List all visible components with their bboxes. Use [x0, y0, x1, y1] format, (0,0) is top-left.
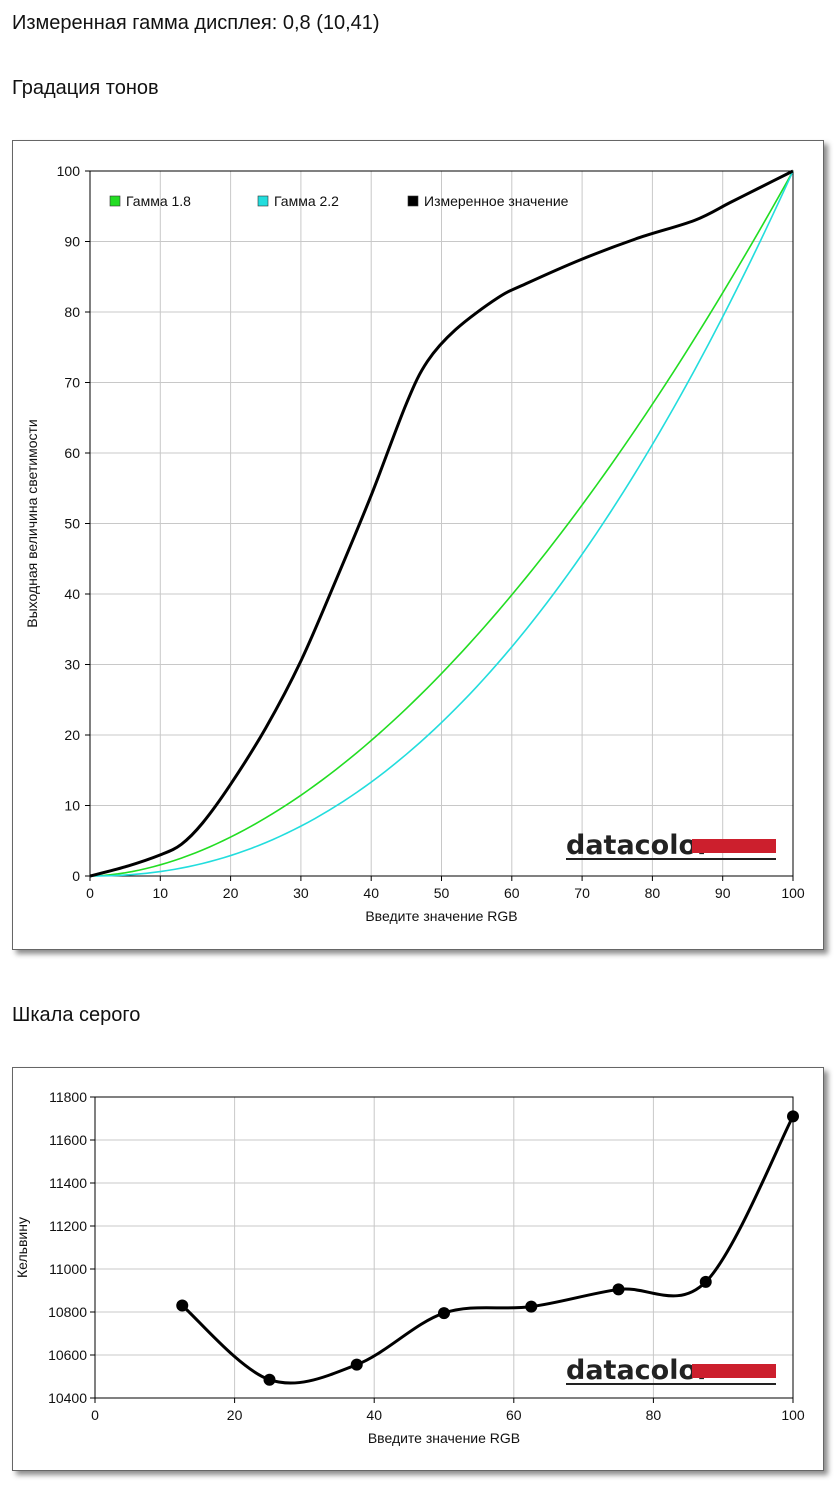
tone-series-measured [89, 169, 794, 878]
tone-x-tick-label: 100 [781, 885, 805, 901]
legend-measured-swatch [407, 195, 419, 207]
tone-series-gamma-0 [89, 170, 794, 877]
tone-y-tick-label: 80 [64, 304, 80, 320]
tone-x-tick-label: 40 [363, 885, 379, 901]
gray-x-tick-label: 20 [227, 1407, 243, 1423]
tone-x-tick-label: 80 [645, 885, 661, 901]
gray-data-point [612, 1283, 625, 1296]
gray-y-tick-label: 10600 [48, 1347, 87, 1363]
tone-gradation-chart: 0 10 20 30 40 50 60 70 80 90 100 0 10 20 30 40 50 60 70 80 9… [12, 140, 824, 950]
tone-y-tick-label: 10 [64, 798, 80, 814]
tone-x-axis-label: Введите значение RGB [365, 908, 517, 924]
tone-y-tick-label: 0 [72, 868, 80, 884]
gray-data-point [787, 1110, 799, 1123]
gray-y-tick-label: 11800 [49, 1089, 87, 1105]
tone-x-tick-label: 50 [434, 885, 450, 901]
tone-plot-frame [89, 170, 794, 877]
tone-x-tick-label: 10 [153, 885, 169, 901]
tone-y-tick-label: 50 [64, 516, 80, 532]
gray-y-tick-label: 11200 [49, 1218, 87, 1234]
gray-x-tick-label: 0 [91, 1407, 99, 1423]
tone-gradation-plot: 0 10 20 30 40 50 60 70 80 90 100 0 10 20 30 40 50 60 70 80 9… [24, 163, 805, 924]
gray-y-tick-label: 11000 [49, 1261, 87, 1277]
gray-data-point [176, 1299, 189, 1312]
tone-datacolor-logo-underline [566, 858, 776, 860]
legend-gamma-22-swatch [257, 195, 269, 207]
measured-gamma-text: Измеренная гамма дисплея: 0,8 (10,41) [12, 12, 380, 34]
gray-y-tick-label: 10400 [48, 1390, 87, 1406]
gray-datacolor-logo-bar [692, 1364, 776, 1378]
tone-x-tick-label: 30 [293, 885, 309, 901]
tone-y-tick-label: 30 [64, 657, 80, 673]
gray-y-axis-label: Кельвину [14, 1217, 30, 1278]
gray-data-point [525, 1300, 538, 1313]
gray-data-point [263, 1373, 276, 1386]
gray-plot-frame [94, 1096, 794, 1399]
gray-y-tick-label: 11400 [49, 1175, 87, 1191]
grayscale-plot: 0 20 40 60 80 100 10400 10600 10800 11000 11200 114… [14, 1089, 805, 1446]
tone-gradation-heading: Градация тонов [12, 77, 159, 99]
gray-plot-area [95, 1097, 793, 1398]
tone-datacolor-logo: datacolor [566, 830, 711, 861]
tone-y-axis-label: Выходная величина светимости [24, 419, 40, 627]
gray-data-point [699, 1275, 712, 1288]
tone-y-tick-label: 60 [64, 445, 80, 461]
gray-data-point [438, 1307, 450, 1320]
tone-y-tick-label: 70 [64, 375, 80, 391]
gray-datacolor-logo-underline [566, 1383, 776, 1385]
tone-y-tick-label: 100 [57, 163, 81, 179]
tone-x-tick-label: 0 [86, 885, 94, 901]
gray-y-tick-label: 11600 [49, 1132, 87, 1148]
gray-x-tick-label: 100 [781, 1407, 805, 1423]
legend-gamma-18-swatch [109, 195, 121, 207]
gray-data-point [350, 1358, 363, 1371]
tone-y-tick-label: 90 [64, 234, 80, 250]
grayscale-chart: 0 20 40 60 80 100 10400 10600 10800 11000 11200 114… [12, 1067, 824, 1471]
gray-datacolor-logo: datacolor [566, 1355, 711, 1386]
gray-x-axis-label: Введите значение RGB [368, 1430, 520, 1446]
gray-y-tick-label: 10800 [48, 1304, 87, 1320]
legend-gamma-18-label: Гамма 1.8 [126, 193, 191, 209]
gray-x-tick-label: 40 [366, 1407, 382, 1423]
legend-gamma-22-label: Гамма 2.2 [274, 193, 339, 209]
tone-series-gamma-1 [89, 170, 794, 877]
tone-y-tick-label: 20 [64, 727, 80, 743]
tone-y-tick-label: 40 [64, 586, 80, 602]
tone-x-tick-label: 60 [504, 885, 520, 901]
grayscale-heading: Шкала серого [12, 1004, 141, 1026]
legend-measured-label: Измеренное значение [424, 193, 569, 209]
tone-x-tick-label: 70 [574, 885, 590, 901]
gray-x-tick-label: 60 [506, 1407, 522, 1423]
tone-x-tick-label: 20 [223, 885, 239, 901]
gray-x-tick-label: 80 [646, 1407, 662, 1423]
tone-datacolor-logo-bar [692, 839, 776, 853]
tone-x-tick-label: 90 [715, 885, 731, 901]
